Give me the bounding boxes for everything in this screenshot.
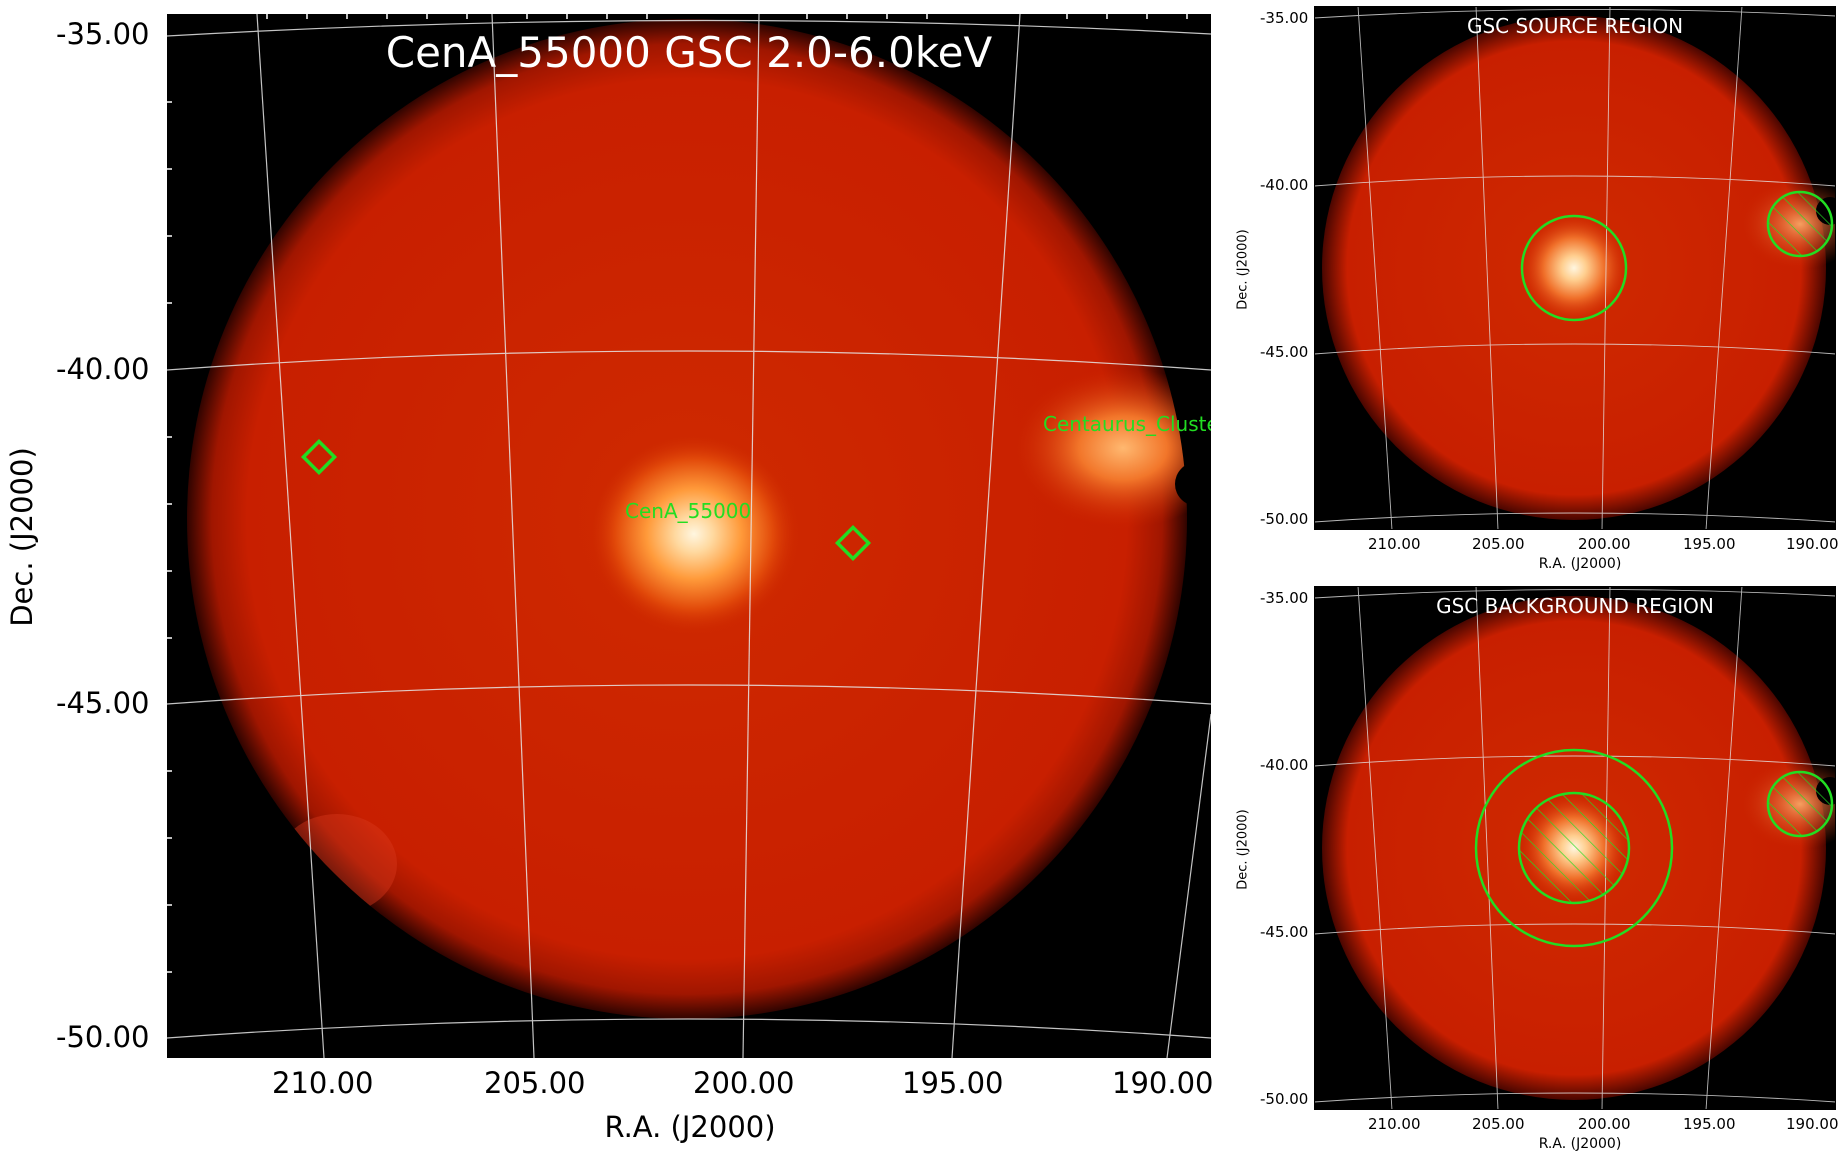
main-xtick-5: 190.00 [1112,1066,1214,1100]
background-excluded-source-region [1517,791,1631,905]
background-panel-title: GSC BACKGROUND REGION [1436,594,1714,618]
background-ylabel: Dec. (J2000) [1235,809,1251,890]
source-xtick-5: 190.00 [1786,535,1839,553]
main-minor-ticks [167,14,1188,973]
source-xtick-1: 210.00 [1368,535,1421,553]
main-ylabel: Dec. (J2000) [5,447,39,627]
cena-source-label: CenA_55000 [625,499,752,523]
background-annulus-outer [1474,748,1674,948]
main-ytick-3: -45.00 [56,686,150,720]
source-xlabel: R.A. (J2000) [1538,556,1622,572]
cena-source-marker [834,524,872,562]
main-ytick-2: -40.00 [56,352,150,386]
source-region-circle [1520,214,1628,322]
source-excluded-cluster-region [1766,190,1834,258]
cluster-source-label: Centaurus_Cluster [1043,412,1211,436]
main-skymap [167,14,1211,1058]
source-ytick-4: -50.00 [1260,510,1309,528]
cluster-source-marker [300,438,338,476]
background-ytick-1: -35.00 [1260,589,1309,607]
background-xtick-1: 210.00 [1368,1115,1421,1133]
main-source-emission [589,434,799,634]
background-ytick-3: -45.00 [1260,923,1309,941]
background-ytick-2: -40.00 [1260,756,1309,774]
source-region-skymap [1314,6,1836,530]
source-ytick-1: -35.00 [1260,9,1309,27]
source-xtick-3: 200.00 [1578,535,1631,553]
source-coordinate-grid [1314,6,1836,530]
background-xtick-3: 200.00 [1578,1115,1631,1133]
main-xtick-2: 205.00 [484,1066,586,1100]
background-xtick-5: 190.00 [1786,1115,1839,1133]
main-ytick-4: -50.00 [56,1020,150,1054]
source-xtick-2: 205.00 [1472,535,1525,553]
source-panel-title: GSC SOURCE REGION [1466,14,1684,38]
source-region-panel: GSC SOURCE REGION [1314,6,1836,530]
main-title: CenA_55000 GSC 2.0-6.0keV [385,28,993,77]
main-coordinate-grid [167,14,1211,1058]
main-xlabel: R.A. (J2000) [604,1110,776,1144]
main-xtick-1: 210.00 [272,1066,374,1100]
source-ytick-2: -40.00 [1260,176,1309,194]
background-region-panel: GSC BACKGROUND REGION [1314,586,1836,1110]
background-excluded-cluster-region [1766,770,1834,838]
main-xtick-3: 200.00 [693,1066,795,1100]
background-region-skymap [1314,586,1836,1110]
source-ylabel: Dec. (J2000) [1235,229,1251,310]
background-xtick-2: 205.00 [1472,1115,1525,1133]
background-ytick-4: -50.00 [1260,1090,1309,1108]
main-xtick-4: 195.00 [902,1066,1004,1100]
source-ytick-3: -45.00 [1260,343,1309,361]
background-xtick-4: 195.00 [1683,1115,1736,1133]
main-ytick-1: -35.00 [56,17,150,51]
main-image-panel: CenA_55000 GSC 2.0-6.0keV CenA_55000 Cen… [167,14,1211,1058]
source-xtick-4: 195.00 [1683,535,1736,553]
background-xlabel: R.A. (J2000) [1538,1136,1622,1152]
source-emission [1519,213,1629,323]
